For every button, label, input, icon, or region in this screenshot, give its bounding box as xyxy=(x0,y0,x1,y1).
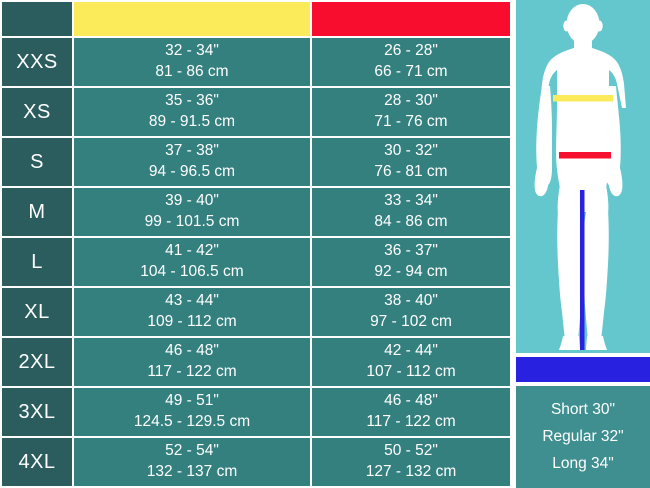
size-label-s: S xyxy=(2,138,72,186)
chest-value-m: 39 - 40" 99 - 101.5 cm xyxy=(74,188,310,236)
chest-inches: 41 - 42" xyxy=(165,242,219,260)
waist-value-m: 33 - 34" 84 - 86 cm xyxy=(312,188,510,236)
waist-cm: 97 - 102 cm xyxy=(370,313,452,330)
size-label-3xl: 3XL xyxy=(2,388,72,436)
waist-inches: 33 - 34" xyxy=(384,192,438,210)
waist-value-s: 30 - 32" 76 - 81 cm xyxy=(312,138,510,186)
chest-value-3xl: 49 - 51" 124.5 - 129.5 cm xyxy=(74,388,310,436)
size-table: XXS 32 - 34" 81 - 86 cm 26 - 28" 66 - 71… xyxy=(2,2,510,486)
chest-value-2xl: 46 - 48" 117 - 122 cm xyxy=(74,338,310,386)
size-label-xxs: XXS xyxy=(2,38,72,86)
table-row: 4XL 52 - 54" 132 - 137 cm 50 - 52" 127 -… xyxy=(2,438,510,486)
size-label-xl: XL xyxy=(2,288,72,336)
waist-cm: 66 - 71 cm xyxy=(374,63,448,80)
leg-length-panel: Short 30" Regular 32" Long 34" xyxy=(516,386,650,488)
chest-cm: 104 - 106.5 cm xyxy=(140,263,244,280)
header-chest-swatch xyxy=(74,2,310,36)
waist-inches: 38 - 40" xyxy=(384,292,438,310)
chest-inches: 46 - 48" xyxy=(165,342,219,360)
chest-cm: 89 - 91.5 cm xyxy=(148,113,236,130)
male-body-silhouette-icon xyxy=(534,4,626,350)
waist-inches: 42 - 44" xyxy=(384,342,438,360)
chest-value-xs: 35 - 36" 89 - 91.5 cm xyxy=(74,88,310,136)
table-row: S 37 - 38" 94 - 96.5 cm 30 - 32" 76 - 81… xyxy=(2,138,510,186)
waist-inches: 28 - 30" xyxy=(384,92,438,110)
length-option-long: Long 34" xyxy=(552,455,614,472)
waist-cm: 107 - 112 cm xyxy=(366,363,456,380)
length-option-short: Short 30" xyxy=(550,401,616,418)
chest-cm: 132 - 137 cm xyxy=(146,463,238,480)
waist-value-l: 36 - 37" 92 - 94 cm xyxy=(312,238,510,286)
table-row: XL 43 - 44" 109 - 112 cm 38 - 40" 97 - 1… xyxy=(2,288,510,336)
chest-cm: 99 - 101.5 cm xyxy=(144,213,240,230)
waist-cm: 84 - 86 cm xyxy=(374,213,448,230)
chest-cm: 94 - 96.5 cm xyxy=(148,163,236,180)
size-label-4xl: 4XL xyxy=(2,438,72,486)
waist-value-3xl: 46 - 48" 117 - 122 cm xyxy=(312,388,510,436)
table-row: 2XL 46 - 48" 117 - 122 cm 42 - 44" 107 -… xyxy=(2,338,510,386)
table-header-row xyxy=(2,2,510,36)
size-label-2xl: 2XL xyxy=(2,338,72,386)
table-row: M 39 - 40" 99 - 101.5 cm 33 - 34" 84 - 8… xyxy=(2,188,510,236)
body-figure-panel xyxy=(516,0,650,353)
chest-inches: 43 - 44" xyxy=(165,292,219,310)
chest-inches: 32 - 34" xyxy=(165,42,219,60)
waist-cm: 71 - 76 cm xyxy=(374,113,448,130)
body-shape xyxy=(534,4,626,350)
header-waist-swatch xyxy=(312,2,510,36)
waist-inches: 46 - 48" xyxy=(384,392,438,410)
chest-value-4xl: 52 - 54" 132 - 137 cm xyxy=(74,438,310,486)
size-label-xs: XS xyxy=(2,88,72,136)
chest-cm: 124.5 - 129.5 cm xyxy=(133,413,251,430)
size-label-m: M xyxy=(2,188,72,236)
waist-measure-line xyxy=(559,152,611,159)
waist-cm: 76 - 81 cm xyxy=(374,163,448,180)
waist-cm: 117 - 122 cm xyxy=(366,413,456,430)
waist-inches: 36 - 37" xyxy=(384,242,438,260)
chest-value-s: 37 - 38" 94 - 96.5 cm xyxy=(74,138,310,186)
chest-inches: 49 - 51" xyxy=(165,392,219,410)
chest-inches: 52 - 54" xyxy=(165,442,219,460)
header-size-blank xyxy=(2,2,72,36)
chest-inches: 35 - 36" xyxy=(165,92,219,110)
chest-value-xxs: 32 - 34" 81 - 86 cm xyxy=(74,38,310,86)
waist-value-xs: 28 - 30" 71 - 76 cm xyxy=(312,88,510,136)
inseam-measure-line xyxy=(580,190,585,350)
waist-value-xl: 38 - 40" 97 - 102 cm xyxy=(312,288,510,336)
chest-cm: 109 - 112 cm xyxy=(147,313,237,330)
waist-inches: 50 - 52" xyxy=(384,442,438,460)
waist-cm: 127 - 132 cm xyxy=(365,463,457,480)
waist-inches: 30 - 32" xyxy=(384,142,438,160)
inseam-color-bar xyxy=(516,357,650,382)
chest-inches: 37 - 38" xyxy=(165,142,219,160)
chest-cm: 81 - 86 cm xyxy=(155,63,229,80)
table-row: 3XL 49 - 51" 124.5 - 129.5 cm 46 - 48" 1… xyxy=(2,388,510,436)
waist-inches: 26 - 28" xyxy=(384,42,438,60)
chest-value-xl: 43 - 44" 109 - 112 cm xyxy=(74,288,310,336)
table-row: XS 35 - 36" 89 - 91.5 cm 28 - 30" 71 - 7… xyxy=(2,88,510,136)
table-row: XXS 32 - 34" 81 - 86 cm 26 - 28" 66 - 71… xyxy=(2,38,510,86)
chest-value-l: 41 - 42" 104 - 106.5 cm xyxy=(74,238,310,286)
waist-value-2xl: 42 - 44" 107 - 112 cm xyxy=(312,338,510,386)
table-row: L 41 - 42" 104 - 106.5 cm 36 - 37" 92 - … xyxy=(2,238,510,286)
size-label-l: L xyxy=(2,238,72,286)
waist-value-4xl: 50 - 52" 127 - 132 cm xyxy=(312,438,510,486)
length-option-regular: Regular 32" xyxy=(542,428,624,445)
chest-inches: 39 - 40" xyxy=(165,192,219,210)
chest-measure-line xyxy=(553,95,613,102)
chest-cm: 117 - 122 cm xyxy=(147,363,237,380)
waist-value-xxs: 26 - 28" 66 - 71 cm xyxy=(312,38,510,86)
waist-cm: 92 - 94 cm xyxy=(374,263,448,280)
